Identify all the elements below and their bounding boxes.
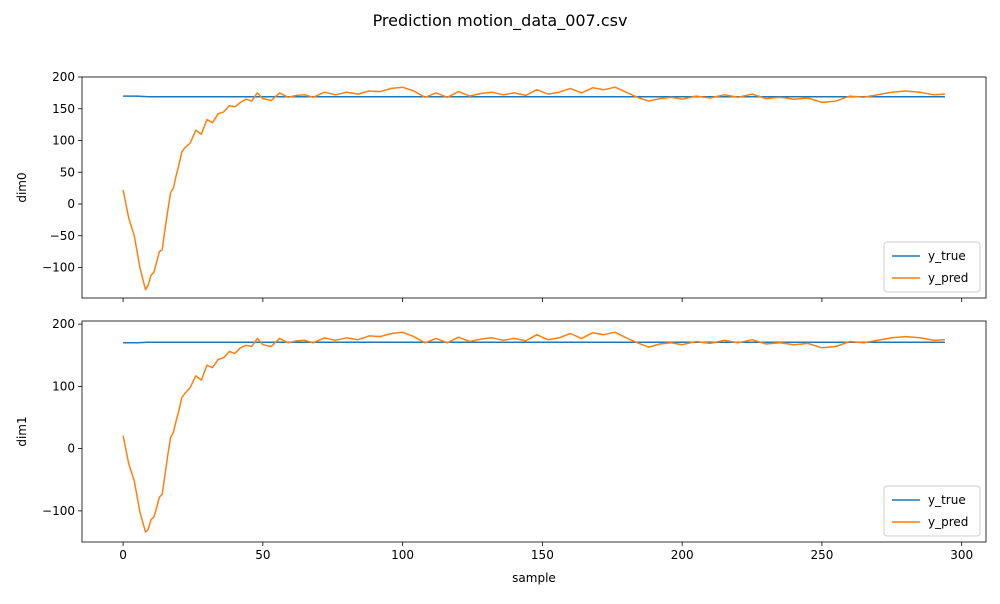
y-axis-label: dim0 <box>15 172 29 202</box>
series-line-y_pred <box>122 86 945 291</box>
legend-label-y_true: y_true <box>928 249 966 263</box>
series-line-y_true <box>123 341 945 344</box>
x-tick-label: 200 <box>671 548 694 562</box>
y-tick-label: 100 <box>52 379 75 393</box>
legend: y_true y_pred <box>883 485 981 537</box>
y-tick-label: 100 <box>52 134 75 148</box>
figure-title: Prediction motion_data_007.csv <box>373 11 628 31</box>
x-tick-label: 0 <box>119 548 127 562</box>
x-axis-label: sample <box>512 571 556 585</box>
y-tick-label: 50 <box>60 165 75 179</box>
y-tick-label: 0 <box>67 197 75 211</box>
axes-frame <box>81 76 987 299</box>
legend: y_true y_pred <box>883 241 981 293</box>
legend-label-y_pred: y_pred <box>928 515 968 529</box>
y-tick-label: 200 <box>52 70 75 84</box>
legend-box <box>883 241 981 293</box>
subplots: −100 −50 0 50 100 150 200 dim0 y_true y_pred 0 50 10… <box>15 70 987 585</box>
subplot-1: 0 50 100 150 200 250 300 −100 0 100 200 dim1 sample y… <box>15 317 987 585</box>
series-line-y_true <box>123 95 945 98</box>
axes-frame <box>81 320 987 543</box>
y-tick-label: 200 <box>52 317 75 331</box>
x-tick-label: 150 <box>531 548 554 562</box>
legend-box <box>883 485 981 537</box>
series-line-y_pred <box>122 331 945 533</box>
x-tick-label: 100 <box>391 548 414 562</box>
y-tick-label: −50 <box>50 229 75 243</box>
y-axis-label: dim1 <box>15 416 29 446</box>
legend-label-y_pred: y_pred <box>928 271 968 285</box>
y-tick-label: 150 <box>52 102 75 116</box>
y-tick-label: −100 <box>42 261 75 275</box>
subplot-0: −100 −50 0 50 100 150 200 dim0 y_true y_pred <box>15 70 987 302</box>
y-tick-label: 0 <box>67 442 75 456</box>
x-tick-label: 250 <box>810 548 833 562</box>
x-tick-label: 300 <box>950 548 973 562</box>
legend-label-y_true: y_true <box>928 493 966 507</box>
y-tick-label: −100 <box>42 504 75 518</box>
x-tick-label: 50 <box>255 548 270 562</box>
